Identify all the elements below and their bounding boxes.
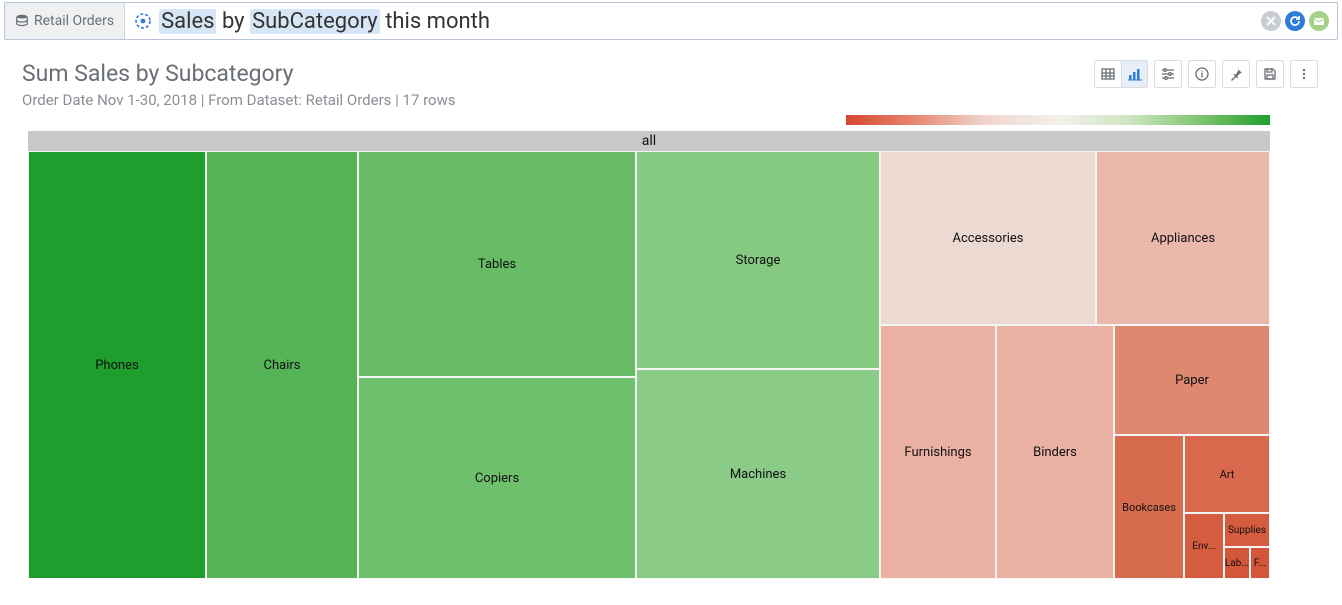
table-view-button[interactable]	[1095, 61, 1121, 87]
treemap-cell[interactable]: Supplies	[1224, 513, 1270, 547]
treemap-cell[interactable]: Env...	[1184, 513, 1224, 579]
chart-view-button[interactable]	[1121, 61, 1147, 87]
query-actions	[1253, 3, 1337, 39]
legend-gradient	[846, 115, 1270, 125]
query-token: Sales	[159, 9, 216, 34]
save-query-button[interactable]	[1309, 11, 1329, 31]
page-subtitle: Order Date Nov 1-30, 2018 | From Dataset…	[22, 91, 1094, 109]
target-icon	[133, 11, 153, 31]
query-token: SubCategory	[250, 9, 380, 34]
treemap-cell[interactable]: Machines	[636, 369, 880, 579]
treemap: PhonesChairsTablesCopiersStorageMachines…	[28, 151, 1270, 579]
header: Sum Sales by Subcategory Order Date Nov …	[0, 40, 1342, 113]
refresh-button[interactable]	[1285, 11, 1305, 31]
settings-button[interactable]	[1154, 60, 1182, 88]
query-input[interactable]: Sales by SubCategory this month	[125, 3, 1253, 39]
treemap-cell[interactable]: Storage	[636, 151, 880, 369]
treemap-cell[interactable]: Art	[1184, 435, 1270, 513]
more-button[interactable]	[1290, 60, 1318, 88]
treemap-cell[interactable]: Tables	[358, 151, 636, 377]
query-token: by	[222, 9, 245, 34]
treemap-root-label[interactable]: all	[28, 131, 1270, 151]
pin-button[interactable]	[1222, 60, 1250, 88]
treemap-cell[interactable]: Paper	[1114, 325, 1270, 435]
treemap-cell[interactable]: Lab...	[1224, 547, 1250, 579]
treemap-cell[interactable]: Accessories	[880, 151, 1096, 325]
page-title: Sum Sales by Subcategory	[22, 60, 1094, 87]
treemap-cell[interactable]: Chairs	[206, 151, 358, 579]
treemap-container: all PhonesChairsTablesCopiersStorageMach…	[0, 125, 1342, 579]
treemap-cell[interactable]: Furnishings	[880, 325, 996, 579]
query-token: this month	[385, 9, 490, 34]
legend	[0, 113, 1342, 125]
toolbar	[1094, 60, 1318, 88]
treemap-cell[interactable]: Appliances	[1096, 151, 1270, 325]
treemap-cell[interactable]: Bookcases	[1114, 435, 1184, 579]
dataset-pill[interactable]: Retail Orders	[5, 3, 125, 39]
query-bar: Retail Orders Sales by SubCategory this …	[4, 2, 1338, 40]
view-toggle	[1094, 60, 1148, 88]
treemap-cell[interactable]: F...	[1250, 547, 1270, 579]
treemap-cell[interactable]: Phones	[28, 151, 206, 579]
info-button[interactable]	[1188, 60, 1216, 88]
treemap-cell[interactable]: Binders	[996, 325, 1114, 579]
dataset-label: Retail Orders	[34, 13, 114, 29]
treemap-cell[interactable]: Copiers	[358, 377, 636, 579]
save-button[interactable]	[1256, 60, 1284, 88]
clear-button[interactable]	[1261, 11, 1281, 31]
database-icon	[15, 14, 29, 28]
